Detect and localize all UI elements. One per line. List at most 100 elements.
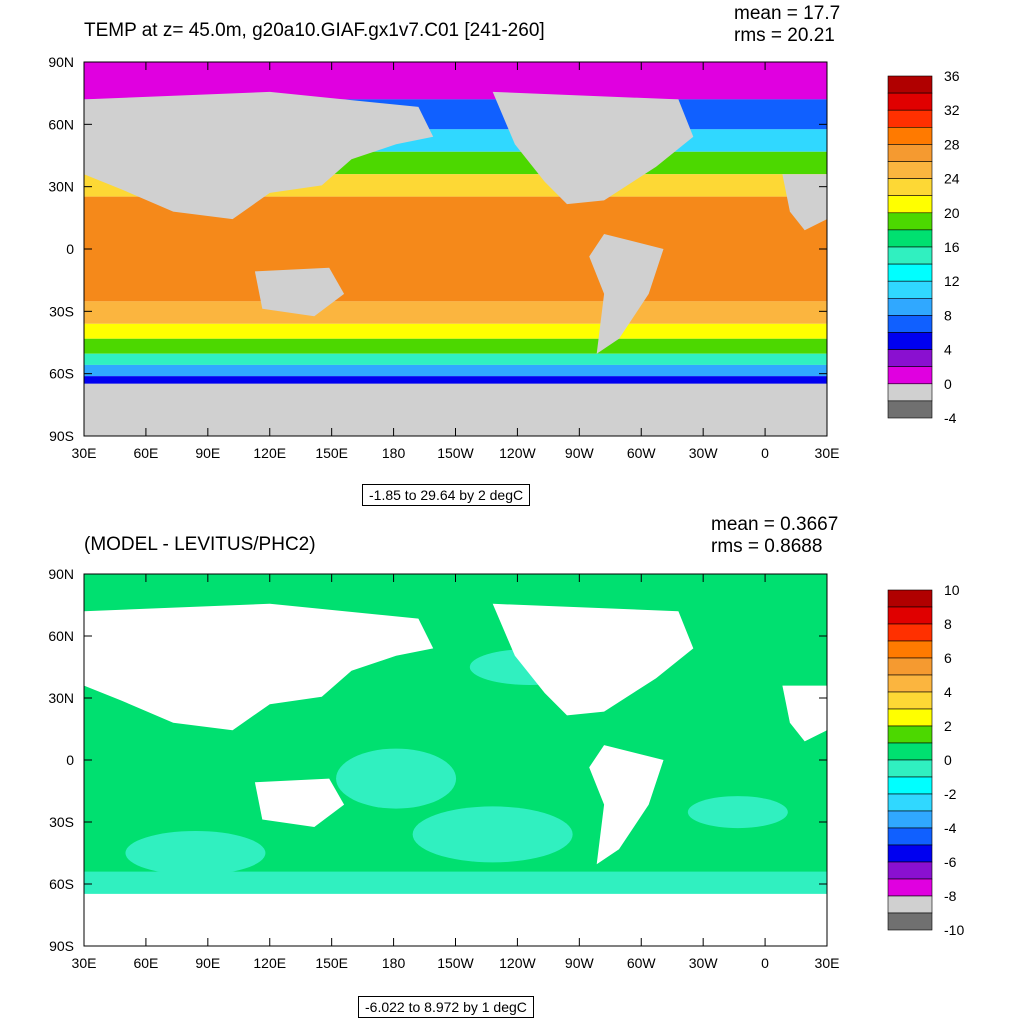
rms-stat: rms = 20.21 [734,25,835,46]
colorbar-swatch [887,776,933,795]
colorbar-swatch [887,75,933,94]
colorbar-label: 0 [944,752,952,768]
contour-range-label: -1.85 to 29.64 by 2 degC [362,484,531,506]
colorbar-swatch [887,861,933,880]
x-tick-label: 120E [253,445,286,461]
negative-anomaly-region [125,831,266,875]
colorbar-label: 10 [944,582,960,598]
colorbar-swatch [887,400,933,419]
colorbar-label: 8 [944,616,952,632]
panel-title: TEMP at z= 45.0m, g20a10.GIAF.gx1v7.C01 … [84,20,545,41]
x-tick-label: 180 [382,445,406,461]
colorbar-label: -2 [944,786,957,802]
x-tick-label: 150W [437,445,474,461]
panel-title: (MODEL - LEVITUS/PHC2) [84,534,316,555]
colorbar-swatch [887,691,933,710]
y-tick-label: 0 [66,752,74,768]
x-tick-label: 90E [195,955,220,971]
land-mass [84,383,827,436]
land-mass [782,174,827,231]
x-tick-label: 90W [565,955,595,971]
land-mass [84,893,827,946]
colorbar-label: 32 [944,102,960,118]
colorbar-label: -4 [944,820,957,836]
colorbar-label: 12 [944,273,960,289]
x-tick-label: 30E [72,955,97,971]
x-tick-label: 30E [815,445,840,461]
map-temperature [83,61,828,437]
colorbar-label: 0 [944,376,952,392]
map-difference [83,573,828,947]
colorbar-label: 4 [944,684,952,700]
y-tick-label: 90S [49,428,74,444]
y-tick-label: 30N [48,690,74,706]
colorbar-label: -8 [944,888,957,904]
colorbar-swatch [887,229,933,248]
y-tick-label: 90S [49,938,74,954]
x-tick-label: 90W [565,445,595,461]
colorbar-swatch [887,297,933,316]
y-tick-label: 60N [48,628,74,644]
y-tick-label: 30N [48,179,74,195]
x-tick-label: 60E [133,955,158,971]
colorbar-swatch [887,674,933,693]
colorbar: 10 8 6 4 2 0 -2 -4 -6 -8 -10 [887,582,964,938]
x-tick-label: 0 [761,445,769,461]
land-mass [589,234,664,354]
panel-difference: mean = 0.3667 (MODEL - LEVITUS/PHC2) rms… [0,512,1024,1024]
colorbar-swatch [887,92,933,111]
colorbar-swatch [887,366,933,385]
colorbar-swatch [887,708,933,727]
colorbar-swatch [887,280,933,299]
colorbar-swatch [887,657,933,676]
mean-stat: mean = 17.7 [734,3,841,24]
map-canvas: 30E 60E 90E 120E 150E 180 150W 120W 90W 60W 30W 0 30… [48,54,960,461]
colorbar-label: 20 [944,205,960,221]
y-tick-label: 0 [66,241,74,257]
y-tick-label: 60N [48,116,74,132]
colorbar-swatch [887,640,933,659]
colorbar-swatch [887,144,933,162]
x-tick-label: 30E [815,955,840,971]
rms-stat: rms = 0.8688 [711,536,823,557]
colorbar-swatch [887,109,933,128]
x-tick-label: 60W [627,955,657,971]
colorbar-swatch [887,315,933,333]
land-mass [254,267,345,317]
colorbar-swatch [887,332,933,350]
y-tick-label: 90N [48,566,74,582]
colorbar-swatch [887,742,933,761]
x-tick-label: 150E [315,445,348,461]
land-mass [84,603,434,731]
colorbar-swatch [887,349,933,368]
colorbar-label: 36 [944,68,960,84]
land-mass [492,603,694,716]
colorbar-label: 8 [944,307,952,323]
colorbar-swatch [887,212,933,231]
colorbar-swatch [887,623,933,642]
x-tick-label: 60E [133,445,158,461]
map-axes: 30E 60E 90E 120E 150E 180 150W 120W 90W 60W 30W 0 30… [48,54,839,461]
temperature-band [84,323,827,339]
x-tick-label: 120E [253,955,286,971]
colorbar-swatch [887,878,933,897]
colorbar-label: 6 [944,650,952,666]
x-tick-label: 120W [499,955,536,971]
contour-range-label: -6.022 to 8.972 by 1 degC [358,996,534,1018]
land-mass [589,745,664,865]
y-tick-label: 30S [49,814,74,830]
temperature-band [84,376,827,388]
land-mass [782,685,827,742]
colorbar-swatch [887,759,933,778]
colorbar-swatch [887,844,933,863]
y-tick-label: 30S [49,303,74,319]
colorbar-swatch [887,127,933,145]
negative-anomaly-region [687,796,788,829]
y-tick-label: 60S [49,366,74,382]
colorbar-swatch [887,246,933,265]
colorbar-swatch [887,161,933,179]
colorbar-swatch [887,589,933,608]
colorbar-swatch [887,725,933,744]
x-tick-label: 30W [689,445,719,461]
land-mass [254,778,345,827]
